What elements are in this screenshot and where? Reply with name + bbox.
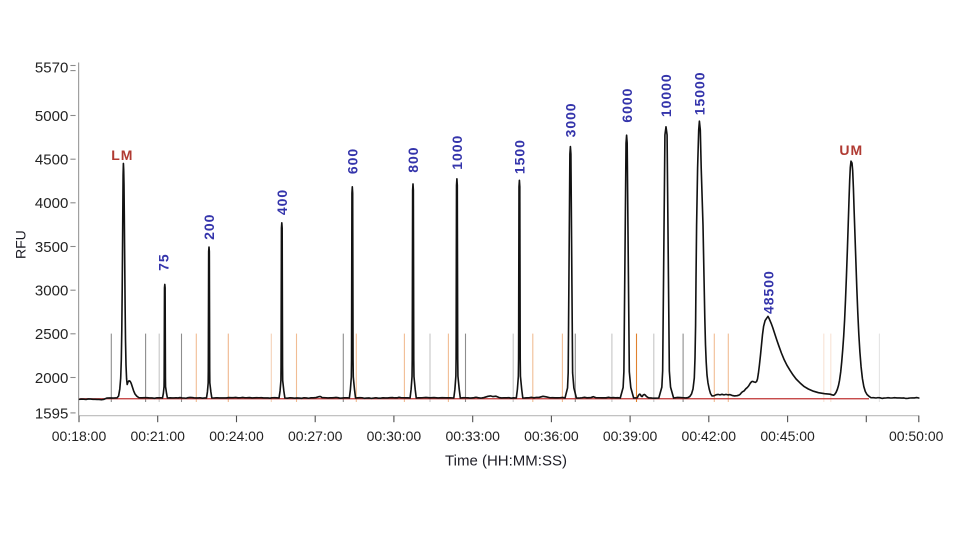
svg-text:1500: 1500	[512, 139, 528, 174]
svg-text:3000: 3000	[35, 283, 68, 300]
svg-text:2000: 2000	[35, 370, 68, 387]
svg-text:00:33:00: 00:33:00	[445, 428, 500, 444]
svg-text:5000: 5000	[35, 108, 68, 125]
svg-text:00:45:00: 00:45:00	[760, 428, 815, 444]
svg-text:00:50:00: 00:50:00	[889, 428, 944, 444]
svg-text:00:18:00: 00:18:00	[52, 428, 107, 444]
svg-text:3500: 3500	[35, 239, 68, 256]
svg-text:00:30:00: 00:30:00	[367, 428, 422, 444]
svg-text:00:36:00: 00:36:00	[524, 428, 579, 444]
svg-text:00:27:00: 00:27:00	[288, 428, 343, 444]
svg-text:10000: 10000	[658, 73, 674, 117]
svg-text:400: 400	[274, 189, 290, 215]
svg-text:600: 600	[345, 148, 361, 174]
svg-text:00:39:00: 00:39:00	[603, 428, 658, 444]
svg-text:1000: 1000	[449, 135, 465, 170]
svg-text:4500: 4500	[35, 152, 68, 169]
svg-text:00:24:00: 00:24:00	[209, 428, 264, 444]
svg-text:UM: UM	[839, 142, 863, 158]
svg-text:3000: 3000	[563, 102, 579, 137]
svg-text:1595: 1595	[35, 405, 68, 422]
svg-text:48500: 48500	[761, 270, 777, 314]
svg-text:800: 800	[405, 146, 421, 172]
svg-text:75: 75	[156, 253, 172, 270]
svg-text:LM: LM	[111, 147, 133, 163]
svg-text:15000: 15000	[692, 72, 708, 116]
svg-text:2500: 2500	[35, 326, 68, 343]
svg-text:6000: 6000	[619, 88, 635, 123]
svg-text:Time (HH:MM:SS): Time (HH:MM:SS)	[445, 453, 567, 470]
svg-text:00:42:00: 00:42:00	[682, 428, 737, 444]
svg-text:RFU: RFU	[13, 230, 29, 259]
svg-text:4000: 4000	[35, 195, 68, 212]
svg-text:5570: 5570	[35, 59, 68, 76]
svg-text:200: 200	[201, 214, 217, 240]
svg-text:00:21:00: 00:21:00	[130, 428, 185, 444]
